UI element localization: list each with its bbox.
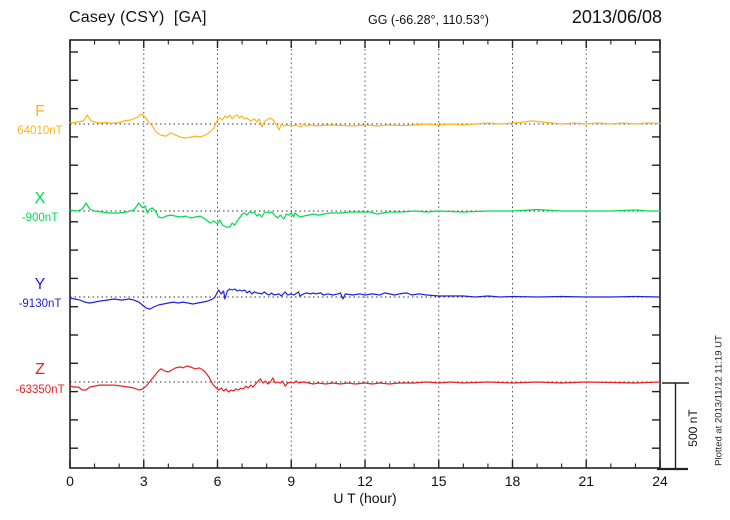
x-tick-label-18: 18 bbox=[504, 473, 521, 489]
channel-label-F: F bbox=[35, 103, 45, 120]
x-tick-label-15: 15 bbox=[430, 473, 447, 489]
trace-Z bbox=[69, 365, 661, 393]
trace-X bbox=[69, 202, 661, 228]
channel-label-X: X bbox=[34, 190, 46, 207]
x-tick-label-12: 12 bbox=[357, 473, 373, 489]
channel-baseline-value-F: 64010nT bbox=[17, 125, 63, 137]
channel-baseline-value-Y: -9130nT bbox=[18, 298, 62, 310]
x-tick-label-24: 24 bbox=[652, 473, 668, 489]
plot-timestamp-note: Plotted at 2013/11/12 11:19 UT bbox=[713, 335, 725, 466]
station-title: Casey (CSY) [GA] bbox=[69, 9, 207, 26]
x-tick-label-21: 21 bbox=[578, 473, 595, 489]
channel-label-Z: Z bbox=[35, 361, 45, 378]
channel-label-Y: Y bbox=[34, 276, 46, 293]
x-axis-title: U T (hour) bbox=[333, 490, 397, 506]
plot-date: 2013/06/08 bbox=[571, 7, 662, 27]
scale-bar-label: 500 nT bbox=[686, 409, 700, 447]
trace-Y bbox=[69, 288, 661, 310]
geographic-coordinates: GG (-66.28°, 110.53°) bbox=[368, 13, 489, 27]
channel-baseline-value-X: -900nT bbox=[21, 212, 59, 224]
x-tick-label-6: 6 bbox=[213, 473, 222, 489]
x-tick-label-3: 3 bbox=[139, 473, 148, 489]
channel-baseline-value-Z: -63350nT bbox=[15, 384, 65, 396]
x-tick-label-0: 0 bbox=[66, 473, 74, 489]
trace-F bbox=[69, 113, 661, 139]
x-tick-label-9: 9 bbox=[287, 473, 296, 489]
